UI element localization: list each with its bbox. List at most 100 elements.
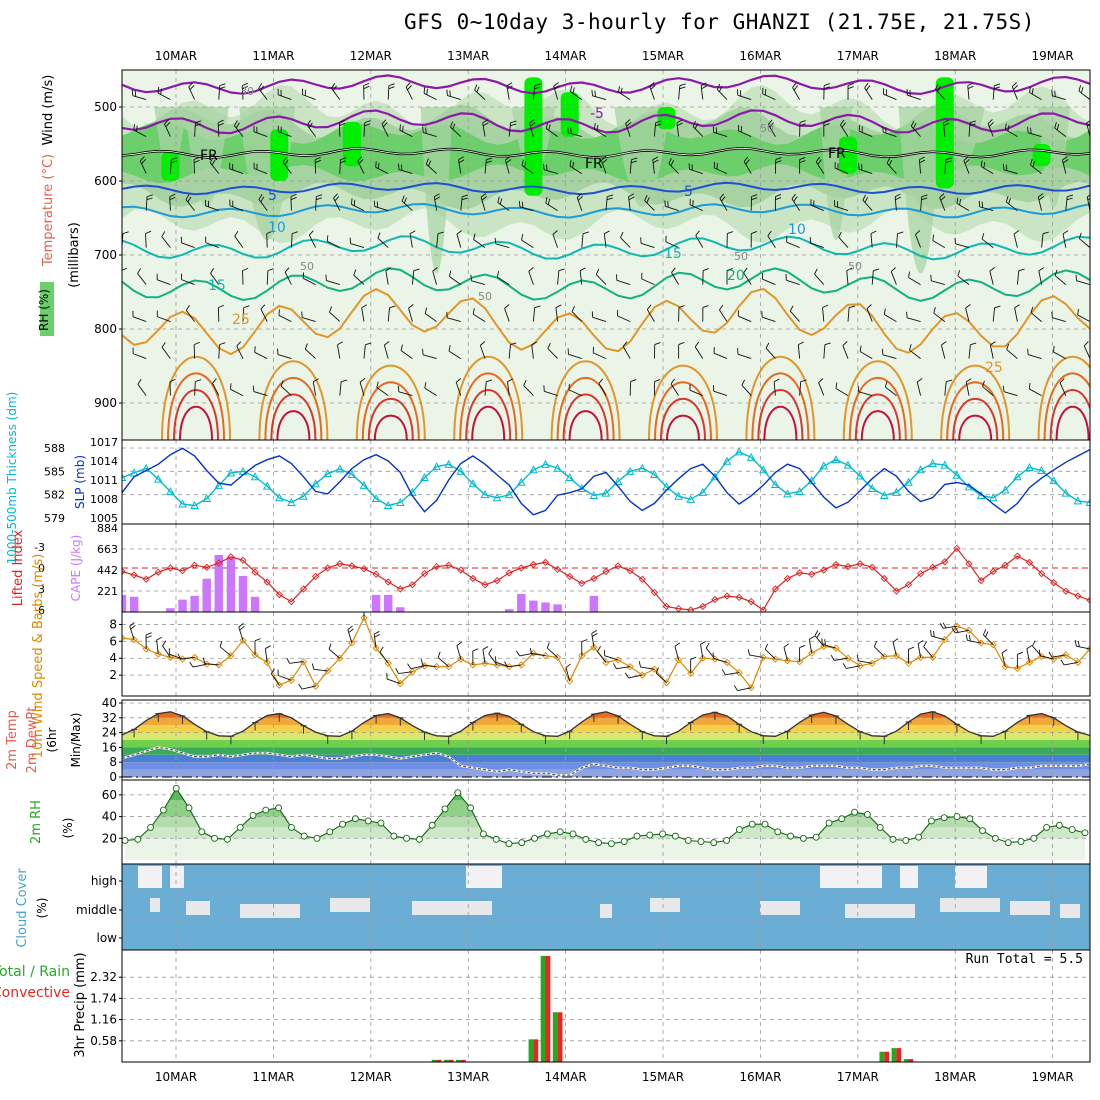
- wind-barb-flag: [548, 124, 551, 131]
- rh-point: [339, 820, 347, 828]
- wind-barb: [1006, 201, 1018, 211]
- wind-barb-flag: [111, 85, 113, 91]
- tick-label: 32: [102, 711, 117, 725]
- wind-barb-flag: [923, 641, 927, 647]
- wind-barb: [423, 92, 437, 101]
- wind-barb-flag: [450, 121, 454, 128]
- wind-barb-flag: [702, 268, 709, 272]
- wind-barb-flag: [302, 272, 305, 279]
- rh-point: [172, 784, 180, 792]
- wind-speed-point: [360, 614, 368, 622]
- wind-barb: [508, 122, 512, 137]
- wind-barb: [484, 159, 487, 174]
- wind-speed-point: [493, 661, 501, 669]
- isotherm-label: FR: [585, 156, 603, 172]
- cape-lifted-index-panel: [122, 524, 1090, 612]
- wind-barb: [350, 243, 365, 249]
- axis-label: (millibars): [67, 222, 82, 288]
- tick-label: 800: [94, 322, 117, 336]
- thickness-point: [359, 480, 369, 489]
- wind-barb: [519, 206, 534, 212]
- wind-barb-flag: [873, 268, 880, 272]
- thickness-point: [383, 501, 393, 510]
- wind-barb: [834, 657, 849, 661]
- wind-barb-flag: [434, 196, 441, 201]
- wind-barb-flag: [507, 378, 514, 383]
- thickness-point: [190, 501, 199, 510]
- wind-barb-flag: [814, 268, 818, 275]
- wind-speed-point: [445, 663, 453, 671]
- wind-barb-flag: [375, 161, 377, 168]
- wind-barb-flag: [219, 83, 226, 87]
- lifted-index-point: [517, 564, 525, 572]
- wind-barb-flag: [870, 230, 877, 235]
- wind-barb-flag: [403, 197, 407, 204]
- wind-barb-flag: [978, 200, 981, 207]
- wind-speed-point: [808, 649, 816, 657]
- rh-point: [492, 835, 500, 843]
- wind-barb: [449, 276, 462, 285]
- wind-barb-flag: [339, 119, 346, 124]
- wind-barb: [822, 307, 825, 322]
- thickness-point: [371, 494, 381, 503]
- wind-barb-flag: [1080, 87, 1084, 94]
- wind-barb-flag: [1075, 274, 1078, 281]
- wind-barb-flag: [384, 341, 390, 346]
- wind-barb: [884, 314, 897, 322]
- lifted-index-point: [445, 561, 453, 569]
- wind-barb-flag: [1054, 122, 1057, 129]
- wind-speed-point: [856, 662, 864, 670]
- wind-barb: [432, 271, 438, 285]
- thickness-point: [577, 483, 587, 492]
- wind-barb-flag: [161, 231, 166, 237]
- rh-label: 50: [478, 290, 492, 303]
- temp-band: [122, 711, 1090, 718]
- wind-barb: [1014, 307, 1018, 322]
- rh-saturated: [342, 121, 361, 167]
- wind-barb-flag: [906, 311, 908, 318]
- wind-barb-flag: [894, 193, 901, 198]
- wind-barb-flag: [937, 85, 941, 92]
- wind-barb-flag: [331, 83, 336, 89]
- wind-barb: [1029, 388, 1042, 396]
- wind-barb-flag: [625, 119, 631, 124]
- wind-barb-flag: [137, 379, 142, 385]
- thickness-point: [166, 487, 175, 496]
- rh-point: [902, 837, 910, 844]
- wind-barb-flag: [692, 120, 696, 127]
- wind-barb: [122, 209, 123, 211]
- rh-label: 30: [240, 85, 254, 98]
- warm-contour: [648, 364, 718, 440]
- rh-label: 50: [300, 260, 314, 273]
- wind-barb: [842, 345, 849, 359]
- rh-point: [390, 832, 398, 840]
- wind-barb: [1078, 90, 1090, 100]
- wind-barb-flag: [553, 82, 559, 87]
- lifted-index-point: [916, 569, 925, 578]
- wind-speed-point: [432, 663, 441, 671]
- rh-point: [505, 840, 513, 848]
- wind-barb-flag: [141, 159, 147, 165]
- wind-barb-flag: [373, 630, 380, 635]
- date-label-bottom: 10MAR: [155, 1070, 197, 1084]
- wind-barb: [278, 131, 292, 138]
- wind-barb: [871, 270, 874, 285]
- rh-point: [1068, 826, 1076, 834]
- wind-barb-flag: [969, 123, 976, 127]
- wind-barb: [339, 381, 342, 396]
- wind-barb: [337, 344, 341, 359]
- rh-point: [1017, 838, 1025, 845]
- rh-point: [953, 813, 961, 821]
- warm-contour: [550, 360, 621, 440]
- wind-barb: [473, 239, 486, 248]
- wind-barb-flag: [399, 124, 401, 131]
- wind-barb: [967, 639, 982, 644]
- wind-barb-flag: [424, 307, 428, 314]
- wind-barb: [410, 665, 425, 670]
- wind-barb: [581, 233, 584, 248]
- lifted-index-point: [965, 560, 973, 568]
- cape-bar: [383, 594, 393, 612]
- wind-barb-flag: [835, 382, 838, 389]
- wind-barb-flag: [908, 646, 915, 650]
